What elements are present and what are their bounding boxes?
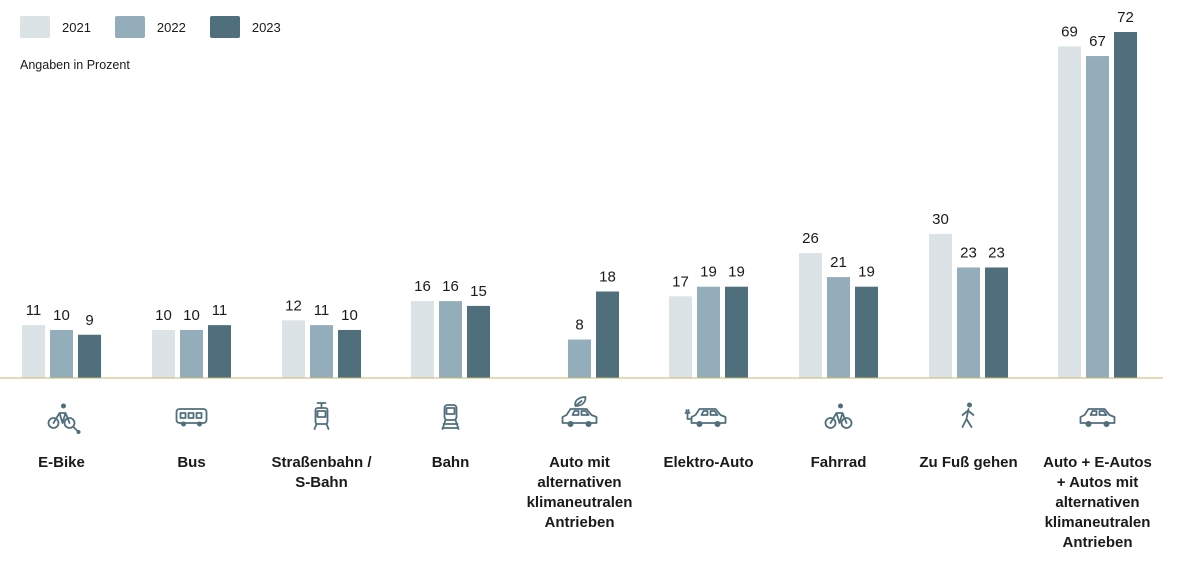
- legend: 2021 2022 2023: [20, 16, 305, 38]
- value-label-2021-8: 30: [932, 211, 949, 228]
- value-label-2023-3: 10: [341, 307, 358, 324]
- value-label-2022-3: 11: [314, 302, 330, 319]
- bar-2023-3: [338, 329, 361, 378]
- electric-car-icon: [684, 408, 727, 427]
- value-label-2022-6: 19: [700, 264, 717, 281]
- value-label-2021-2: 10: [155, 307, 172, 324]
- bar-2023-2: [208, 325, 231, 378]
- bar-2021-3: [282, 320, 305, 378]
- bar-2022-1: [50, 329, 73, 378]
- bar-2022-6: [697, 286, 720, 378]
- value-label-2023-2: 11: [212, 302, 228, 319]
- value-label-2021-1: 11: [26, 302, 42, 319]
- value-label-2022-1: 10: [53, 307, 70, 324]
- category-label-2: Bus: [177, 454, 205, 471]
- bar-2023-7: [855, 286, 878, 378]
- value-label-2023-5: 18: [599, 269, 616, 286]
- bus-icon: [175, 408, 208, 427]
- legend-item-2022: 2022: [114, 16, 186, 38]
- value-label-2022-5: 8: [575, 317, 583, 334]
- category-label-8: Zu Fuß gehen: [919, 454, 1017, 471]
- value-label-2021-7: 26: [802, 230, 819, 247]
- unit-note: Angaben in Prozent: [20, 58, 130, 72]
- value-label-2023-7: 19: [858, 264, 875, 281]
- bar-2021-6: [669, 296, 692, 378]
- tram-icon: [313, 402, 330, 430]
- bar-2021-1: [22, 325, 45, 378]
- bar-2022-9: [1086, 56, 1109, 379]
- legend-swatch-2022: [114, 16, 145, 38]
- value-label-2023-1: 9: [85, 312, 93, 329]
- bar-2022-8: [957, 267, 980, 378]
- bar-2023-1: [78, 334, 101, 378]
- category-label-4: Bahn: [432, 454, 470, 471]
- category-labels-layer: E-Bike Bus Straßenbahn / S-Bahn Bahn Auto mit…: [38, 454, 1152, 551]
- bar-2021-8: [929, 233, 952, 378]
- legend-swatch-2021: [20, 16, 50, 38]
- value-label-2021-6: 17: [672, 273, 689, 290]
- eco-car-icon: [561, 396, 598, 427]
- legend-label-2023: 2023: [251, 19, 281, 35]
- legend-label-2022: 2022: [156, 19, 186, 35]
- category-icons-layer: [47, 396, 1116, 434]
- category-label-7: Fahrrad: [811, 454, 867, 471]
- bar-2021-2: [152, 329, 175, 378]
- category-label-6: Elektro-Auto: [664, 454, 754, 471]
- category-label-3: Straßenbahn / S-Bahn: [271, 454, 372, 491]
- value-label-2021-3: 12: [285, 297, 302, 314]
- legend-label-2021: 2021: [62, 19, 91, 35]
- ebike-icon: [47, 403, 81, 434]
- bar-2022-4: [439, 301, 462, 378]
- value-label-2022-7: 21: [830, 254, 847, 271]
- category-label-1: E-Bike: [38, 454, 85, 471]
- value-label-2023-8: 23: [988, 244, 1005, 261]
- value-label-2023-9: 72: [1117, 9, 1134, 26]
- value-label-2021-9: 69: [1061, 23, 1078, 40]
- bar-2023-8: [985, 267, 1008, 378]
- pedestrian-icon: [961, 402, 975, 428]
- bar-2021-4: [411, 301, 434, 378]
- bar-2023-6: [725, 286, 748, 378]
- bicycle-icon: [824, 403, 853, 429]
- bar-2021-7: [799, 253, 822, 378]
- train-icon: [441, 404, 460, 430]
- bar-2023-9: [1114, 32, 1137, 378]
- value-label-2021-4: 16: [414, 278, 431, 295]
- bar-2021-9: [1058, 46, 1081, 379]
- car-icon: [1079, 408, 1116, 427]
- value-label-2023-4: 15: [470, 283, 487, 300]
- bar-2022-5: [568, 339, 591, 378]
- value-label-2022-2: 10: [183, 307, 200, 324]
- value-label-2022-9: 67: [1089, 33, 1106, 50]
- legend-item-2023: 2023: [209, 16, 281, 38]
- bar-2022-3: [310, 325, 333, 378]
- value-label-2022-8: 23: [960, 244, 977, 261]
- legend-swatch-2023: [209, 16, 240, 38]
- bar-2022-7: [827, 277, 850, 378]
- bar-2023-5: [596, 291, 619, 378]
- bar-2023-4: [467, 305, 490, 378]
- category-label-9: Auto + E-Autos + Autos mit alternativen kli…: [1043, 454, 1152, 551]
- bar-2022-2: [180, 329, 203, 378]
- value-labels-layer: 11 10 9 10 10 11 12 11 10 16 16 15 8 18 17 19 19 26 21 19 30…: [26, 9, 1134, 334]
- value-label-2022-4: 16: [442, 278, 459, 295]
- value-label-2023-6: 19: [728, 264, 745, 281]
- category-label-5: Auto mit alternativen klimaneutralen Antrie…: [527, 454, 633, 531]
- bars-layer: [22, 32, 1137, 379]
- legend-item-2021: 2021: [20, 16, 91, 38]
